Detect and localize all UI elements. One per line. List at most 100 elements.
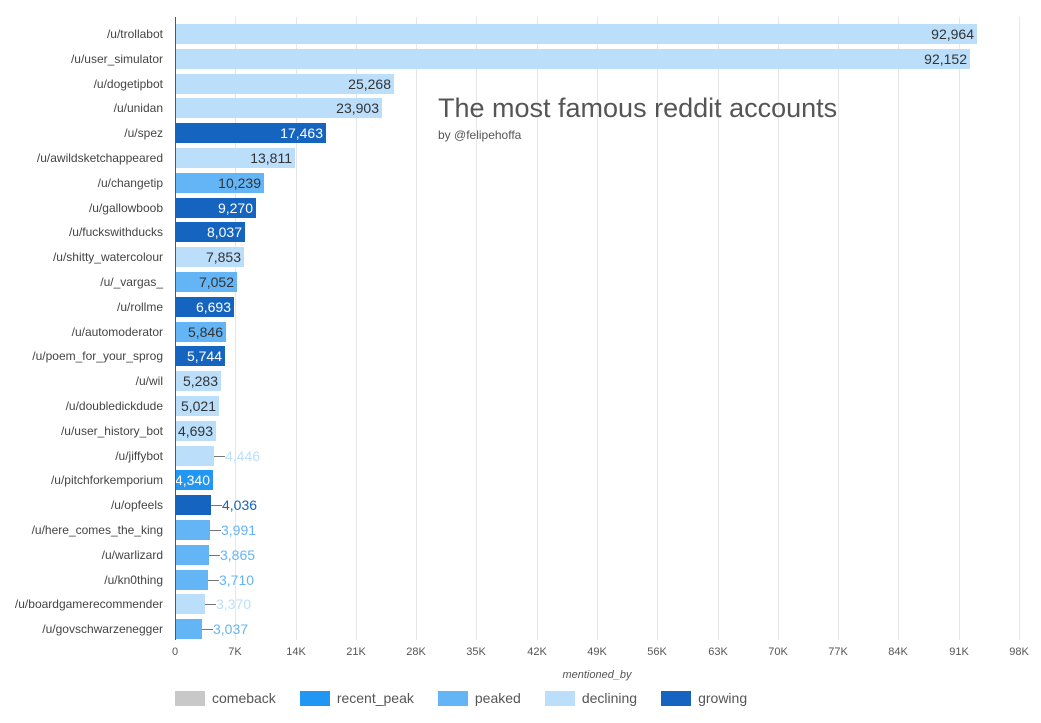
x-tick-label: 91K: [949, 646, 969, 658]
gridline: [778, 17, 779, 640]
legend-swatch: [544, 690, 575, 706]
bar-value-label: 4,446: [225, 448, 261, 464]
bar-peaked[interactable]: [176, 272, 237, 292]
bar-declining[interactable]: [176, 148, 295, 168]
bar-declining[interactable]: [176, 98, 382, 118]
bar-value-label: 25,268: [348, 76, 391, 92]
category-label: /u/gallowboob: [88, 201, 163, 215]
bar-value-label: 5,846: [187, 324, 223, 340]
category-label: /u/wil: [135, 374, 163, 388]
legend-item-growing[interactable]: growing: [661, 690, 747, 706]
bar-value-label: 9,270: [217, 200, 253, 216]
category-label: /u/fuckswithducks: [68, 225, 163, 239]
gridline: [718, 17, 719, 640]
bar-value-label: 92,152: [924, 51, 967, 67]
bar-growing[interactable]: [176, 198, 256, 218]
bar-growing[interactable]: [176, 297, 234, 317]
category-label: /u/user_simulator: [70, 52, 163, 66]
bar-declining[interactable]: [176, 421, 216, 441]
x-axis-title: mentioned_by: [562, 669, 632, 681]
legend: comeback recent_peak peaked declining growin…: [175, 690, 771, 706]
x-tick-label: 49K: [587, 646, 607, 658]
bar-value-label: 7,052: [198, 274, 234, 290]
gridline: [356, 17, 357, 640]
legend-swatch: [661, 690, 692, 706]
legend-item-comeback[interactable]: comeback: [175, 690, 276, 706]
gridline: [476, 17, 477, 640]
legend-label: peaked: [474, 690, 521, 706]
category-label: /u/spez: [124, 126, 163, 140]
bar-value-label: 4,693: [177, 423, 213, 439]
category-label: /u/kn0thing: [104, 573, 163, 587]
bar-declining[interactable]: [176, 371, 221, 391]
bar-peaked[interactable]: [176, 520, 210, 540]
leader-line: [210, 530, 221, 531]
legend-label: recent_peak: [336, 690, 414, 706]
legend-item-recent-peak[interactable]: recent_peak: [299, 690, 414, 706]
bar-value-label: 13,811: [250, 150, 292, 166]
category-label: /u/pitchforkemporium: [50, 473, 163, 487]
bar-value-label: 4,340: [176, 472, 210, 488]
leader-line: [205, 604, 216, 605]
bar-peaked[interactable]: [176, 570, 208, 590]
category-label: /u/govschwarzenegger: [42, 622, 163, 636]
bar-value-label: 17,463: [280, 125, 323, 141]
y-axis-line: [175, 17, 176, 640]
x-tick-label: 35K: [466, 646, 486, 658]
category-label: /u/warlizard: [101, 548, 163, 562]
category-label: /u/jiffybot: [115, 449, 163, 463]
leader-line: [202, 629, 213, 630]
legend-label: comeback: [212, 690, 276, 706]
category-label: /u/automoderator: [71, 325, 163, 339]
bar-declining[interactable]: [176, 24, 977, 44]
legend-swatch: [299, 690, 330, 706]
bar-recent_peak[interactable]: [176, 470, 213, 490]
bar-peaked[interactable]: [176, 322, 226, 342]
gridline: [296, 17, 297, 640]
category-label: /u/dogetipbot: [93, 77, 163, 91]
x-tick-label: 84K: [888, 646, 908, 658]
x-tick-label: 14K: [286, 646, 306, 658]
bar-peaked[interactable]: [176, 173, 264, 193]
bar-value-label: 3,991: [221, 522, 257, 538]
bar-declining[interactable]: [176, 594, 205, 614]
leader-line: [211, 505, 222, 506]
bar-declining[interactable]: [176, 74, 394, 94]
category-label: /u/_vargas_: [100, 275, 163, 289]
gridline: [537, 17, 538, 640]
category-label: /u/shitty_watercolour: [52, 250, 163, 264]
leader-line: [214, 456, 225, 457]
bar-declining[interactable]: [176, 49, 970, 69]
bar-growing[interactable]: [176, 346, 225, 366]
legend-item-declining[interactable]: declining: [544, 690, 637, 706]
chart-title: The most famous reddit accounts: [438, 93, 838, 123]
bar-peaked[interactable]: [176, 619, 202, 639]
gridline: [838, 17, 839, 640]
bar-value-label: 4,036: [222, 497, 258, 513]
x-tick-label: 77K: [828, 646, 848, 658]
bar-declining[interactable]: [176, 446, 214, 466]
category-label: /u/user_history_bot: [60, 424, 163, 438]
bar-declining[interactable]: [176, 247, 244, 267]
category-label: /u/opfeels: [110, 498, 163, 512]
bar-growing[interactable]: [176, 123, 326, 143]
category-label: /u/doubledickdude: [65, 399, 163, 413]
bar-peaked[interactable]: [176, 545, 209, 565]
x-tick-label: 42K: [527, 646, 547, 658]
x-tick-label: 21K: [346, 646, 366, 658]
gridline: [235, 17, 236, 640]
gridline: [597, 17, 598, 640]
bar-growing[interactable]: [176, 495, 211, 515]
legend-item-peaked[interactable]: peaked: [437, 690, 521, 706]
bar-value-label: 10,239: [218, 175, 261, 191]
x-tick-label: 56K: [647, 646, 667, 658]
category-label: /u/changetip: [97, 176, 163, 190]
gridline: [657, 17, 658, 640]
bar-growing[interactable]: [176, 222, 245, 242]
legend-swatch: [175, 690, 205, 706]
x-tick-label: 70K: [768, 646, 788, 658]
bar-value-label: 5,021: [180, 398, 216, 414]
bar-declining[interactable]: [176, 396, 219, 416]
category-label: /u/poem_for_your_sprog: [32, 349, 163, 363]
